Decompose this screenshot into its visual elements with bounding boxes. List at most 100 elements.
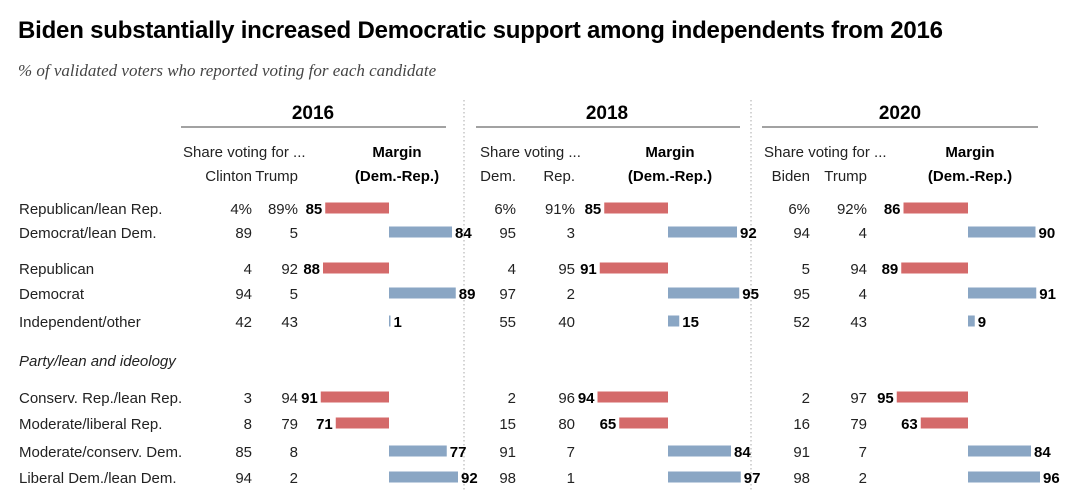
dem-share-2018-7: 15 [499,416,516,433]
dem-share-2018-6: 2 [508,390,516,407]
rep-share-2020-6: 97 [850,390,867,407]
margin-value-2018-7: 65 [600,416,617,433]
dem-share-2018-8: 91 [499,444,516,461]
margin-bar-2016-1 [325,202,389,214]
dem-share-2020-7: 16 [793,416,810,433]
margin-bar-2018-5 [668,315,680,327]
margin-value-2018-3: 91 [580,261,597,278]
margin-value-2016-7: 71 [316,416,333,433]
row-label-republican: Republican [19,261,94,278]
chart-subtitle: % of validated voters who reported votin… [18,61,437,80]
dem-share-2016-8: 85 [235,444,252,461]
row-label-conserv-rep-lean-rep: Conserv. Rep./lean Rep. [19,390,182,407]
rep-share-2020-5: 43 [850,314,867,331]
margin-value-2018-1: 85 [585,201,602,218]
margin-label-2020: Margin [945,144,994,161]
margin-value-2016-3: 88 [303,261,320,278]
margin-label-2016: Margin [372,144,421,161]
dem-share-2016-7: 8 [244,416,252,433]
margin-bar-2020-6 [896,391,968,403]
margin-bar-2016-8 [389,445,447,457]
dem-share-2018-4: 97 [499,286,516,303]
margin-value-2020-6: 95 [877,390,894,407]
margin-bar-2020-4 [968,287,1037,299]
margin-value-2020-8: 84 [1034,444,1051,461]
row-label-liberal-dem-lean-dem: Liberal Dem./lean Dem. [19,470,177,487]
share-label-2018: Share voting ... [480,144,581,161]
dem-share-2016-2: 89 [235,225,252,242]
rep-share-2018-2: 3 [567,225,575,242]
margin-bar-2018-7 [619,417,668,429]
margin-bar-2020-2 [968,226,1036,238]
margin-value-2016-4: 89 [459,286,476,303]
margin-value-2020-2: 90 [1039,225,1056,242]
rep-share-2016-5: 43 [281,314,298,331]
margin-value-2018-4: 95 [742,286,759,303]
rep-share-2020-3: 94 [850,261,867,278]
margin-bar-2020-3 [901,262,968,274]
margin-bar-2016-7 [335,417,389,429]
rep-share-2016-3: 92 [281,261,298,278]
margin-value-2016-9: 92 [461,470,478,487]
row-label-moderate-liberal-rep: Moderate/liberal Rep. [19,416,162,433]
dem-share-2018-9: 98 [499,470,516,487]
margin-value-2016-8: 77 [450,444,467,461]
row-label-independent-other: Independent/other [19,314,141,331]
margin-value-2020-7: 63 [901,416,918,433]
margin-bar-2018-9 [668,471,741,483]
rep-share-2020-7: 79 [850,416,867,433]
margin-bar-2016-3 [323,262,389,274]
margin-value-2020-3: 89 [882,261,899,278]
col-header-rep-2016: Trump [255,168,298,185]
share-label-2020: Share voting for ... [764,144,887,161]
margin-bar-2018-2 [668,226,737,238]
margin-sublabel-2016: (Dem.-Rep.) [355,168,439,185]
margin-value-2018-5: 15 [682,314,699,331]
rep-share-2016-6: 94 [281,390,298,407]
col-header-rep-2018: Rep. [543,168,575,185]
rep-share-2018-8: 7 [567,444,575,461]
dem-share-2016-9: 94 [235,470,252,487]
margin-value-2016-1: 85 [306,201,323,218]
margin-bar-2016-2 [389,226,452,238]
dem-share-2018-2: 95 [499,225,516,242]
panel-year-2020: 2020 [879,103,921,124]
rep-share-2016-7: 79 [281,416,298,433]
rep-share-2016-9: 2 [290,470,298,487]
dem-share-2020-6: 2 [802,390,810,407]
dem-share-2020-4: 95 [793,286,810,303]
dem-share-2016-5: 42 [235,314,252,331]
dem-share-2020-3: 5 [802,261,810,278]
dem-share-2016-4: 94 [235,286,252,303]
margin-label-2018: Margin [645,144,694,161]
margin-value-2020-4: 91 [1039,286,1056,303]
margin-value-2018-8: 84 [734,444,751,461]
rep-share-2018-5: 40 [558,314,575,331]
rep-share-2018-7: 80 [558,416,575,433]
margin-value-2016-5: 1 [394,314,402,331]
rep-share-2018-9: 1 [567,470,575,487]
rep-share-2016-8: 8 [290,444,298,461]
panel-year-2016: 2016 [292,103,334,124]
rep-share-2020-1: 92% [837,201,867,218]
section-label: Party/lean and ideology [19,353,177,370]
share-label-2016: Share voting for ... [183,144,306,161]
rep-share-2020-2: 4 [859,225,867,242]
rep-share-2018-4: 2 [567,286,575,303]
row-label-moderate-conserv-dem: Moderate/conserv. Dem. [19,444,182,461]
row-label-democrat-lean-dem: Democrat/lean Dem. [19,225,157,242]
rep-share-2018-6: 96 [558,390,575,407]
margin-bar-2016-6 [320,391,389,403]
dem-share-2020-9: 98 [793,470,810,487]
margin-bar-2018-8 [668,445,731,457]
margin-bar-2018-3 [599,262,668,274]
dem-share-2016-1: 4% [230,201,252,218]
rep-share-2020-4: 4 [859,286,867,303]
rep-share-2016-2: 5 [290,225,298,242]
margin-sublabel-2018: (Dem.-Rep.) [628,168,712,185]
rep-share-2018-3: 95 [558,261,575,278]
margin-bar-2018-4 [668,287,740,299]
rep-share-2020-8: 7 [859,444,867,461]
margin-bar-2020-7 [920,417,968,429]
